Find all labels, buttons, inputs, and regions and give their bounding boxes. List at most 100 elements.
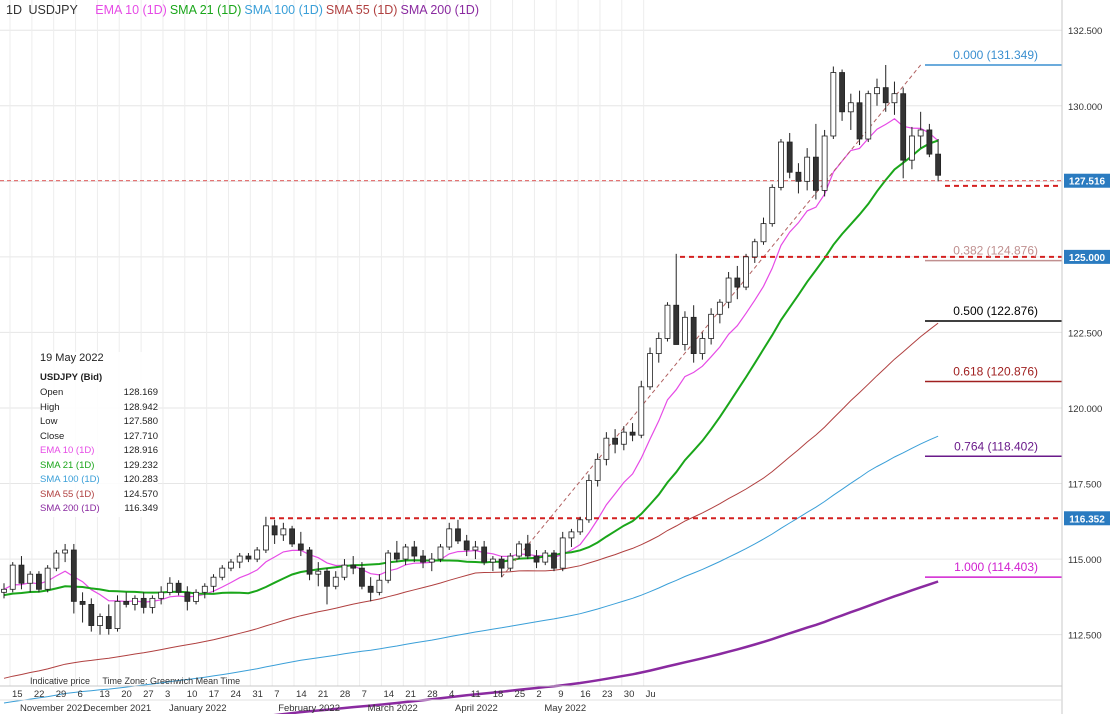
- candle-body[interactable]: [900, 93, 907, 161]
- candle-body[interactable]: [18, 564, 25, 584]
- candle-body[interactable]: [664, 304, 671, 339]
- candle-body[interactable]: [132, 597, 138, 605]
- candle-body[interactable]: [324, 570, 330, 587]
- candle-body[interactable]: [149, 597, 156, 608]
- candle-body[interactable]: [446, 528, 453, 548]
- candle-body[interactable]: [341, 564, 348, 578]
- candle-body[interactable]: [874, 87, 880, 95]
- candle-body[interactable]: [725, 277, 732, 303]
- candle-body[interactable]: [655, 338, 662, 354]
- candle-body[interactable]: [262, 525, 269, 551]
- candle-body[interactable]: [795, 171, 802, 182]
- candle-body[interactable]: [489, 558, 496, 563]
- candle-body[interactable]: [254, 549, 261, 560]
- candle-body[interactable]: [472, 546, 479, 551]
- candle-body[interactable]: [586, 480, 592, 521]
- candle-body[interactable]: [289, 528, 295, 545]
- candle-body[interactable]: [402, 546, 409, 560]
- candle-body[interactable]: [507, 555, 514, 569]
- candle-body[interactable]: [778, 141, 784, 188]
- candle-body[interactable]: [376, 579, 383, 593]
- candle-body[interactable]: [97, 616, 103, 626]
- candle-body[interactable]: [821, 135, 828, 191]
- candle-body[interactable]: [909, 135, 915, 161]
- candle-body[interactable]: [193, 591, 199, 602]
- candle-body[interactable]: [891, 93, 898, 104]
- candle-body[interactable]: [812, 156, 819, 191]
- candle-body[interactable]: [577, 519, 584, 533]
- candle-body[interactable]: [79, 600, 86, 605]
- candle-body[interactable]: [839, 72, 845, 113]
- candle-body[interactable]: [166, 582, 173, 593]
- candle-body[interactable]: [9, 564, 16, 590]
- candle-body[interactable]: [673, 304, 680, 345]
- candle-body[interactable]: [70, 549, 77, 602]
- candle-body[interactable]: [420, 555, 426, 563]
- candle-body[interactable]: [542, 552, 549, 563]
- legend-item-sma-100[interactable]: SMA 100 (1D): [244, 3, 323, 17]
- legend-item-sma-55[interactable]: SMA 55 (1D): [325, 3, 398, 17]
- candle-body[interactable]: [297, 543, 304, 551]
- candle-body[interactable]: [437, 546, 444, 560]
- symbol-label[interactable]: USDJPY: [28, 3, 78, 17]
- candle-body[interactable]: [498, 558, 505, 569]
- candle-body[interactable]: [36, 573, 42, 590]
- candle-body[interactable]: [682, 316, 688, 345]
- candle-body[interactable]: [463, 540, 470, 551]
- candle-body[interactable]: [219, 567, 226, 578]
- legend-item-ema-10[interactable]: EMA 10 (1D): [95, 3, 167, 17]
- candle-body[interactable]: [201, 585, 208, 593]
- legend-item-sma-200[interactable]: SMA 200 (1D): [400, 3, 479, 17]
- candle-body[interactable]: [804, 156, 811, 182]
- candle-body[interactable]: [760, 223, 767, 243]
- candle-body[interactable]: [140, 597, 147, 608]
- candle-body[interactable]: [620, 431, 627, 445]
- candle-body[interactable]: [158, 591, 165, 599]
- candle-body[interactable]: [734, 277, 741, 288]
- candle-body[interactable]: [751, 241, 758, 258]
- candle-body[interactable]: [123, 600, 130, 605]
- fibonacci-layer[interactable]: 0.000 (131.349) 0.382 (124.876) 0.500 (122…: [925, 48, 1062, 578]
- candle-body[interactable]: [865, 93, 872, 140]
- candle-body[interactable]: [105, 616, 112, 629]
- candle-body[interactable]: [533, 555, 540, 563]
- candle-body[interactable]: [245, 555, 252, 560]
- candle-body[interactable]: [690, 316, 697, 354]
- candle-body[interactable]: [175, 582, 182, 593]
- candle-body[interactable]: [481, 546, 488, 563]
- candle-body[interactable]: [271, 525, 278, 536]
- candle-body[interactable]: [236, 555, 243, 563]
- candle-body[interactable]: [594, 458, 601, 481]
- candle-body[interactable]: [856, 102, 863, 140]
- candle-body[interactable]: [551, 552, 557, 569]
- candle-body[interactable]: [629, 431, 636, 436]
- candle-body[interactable]: [455, 528, 461, 542]
- candle-body[interactable]: [882, 87, 889, 104]
- candle-body[interactable]: [647, 353, 653, 388]
- candle-body[interactable]: [27, 573, 34, 584]
- candle-body[interactable]: [315, 570, 322, 575]
- candle-body[interactable]: [228, 561, 234, 569]
- candle-body[interactable]: [769, 186, 776, 225]
- candle-body[interactable]: [847, 102, 854, 113]
- legend-item-sma-21[interactable]: SMA 21 (1D): [169, 3, 242, 17]
- candle-body[interactable]: [830, 72, 837, 137]
- candle-body[interactable]: [411, 546, 418, 557]
- candle-body[interactable]: [210, 576, 217, 587]
- candle-body[interactable]: [114, 600, 121, 629]
- candle-body[interactable]: [516, 543, 522, 557]
- candle-body[interactable]: [44, 567, 51, 590]
- candle-body[interactable]: [393, 552, 400, 560]
- candle-body[interactable]: [699, 338, 706, 354]
- candle-body[interactable]: [708, 313, 715, 339]
- candle-body[interactable]: [385, 552, 392, 581]
- candle-layer[interactable]: [1, 64, 942, 635]
- candle-body[interactable]: [559, 537, 566, 569]
- candle-body[interactable]: [332, 576, 339, 587]
- candle-body[interactable]: [524, 543, 531, 557]
- candle-body[interactable]: [612, 437, 618, 445]
- candle-body[interactable]: [88, 604, 95, 626]
- candle-body[interactable]: [638, 386, 645, 436]
